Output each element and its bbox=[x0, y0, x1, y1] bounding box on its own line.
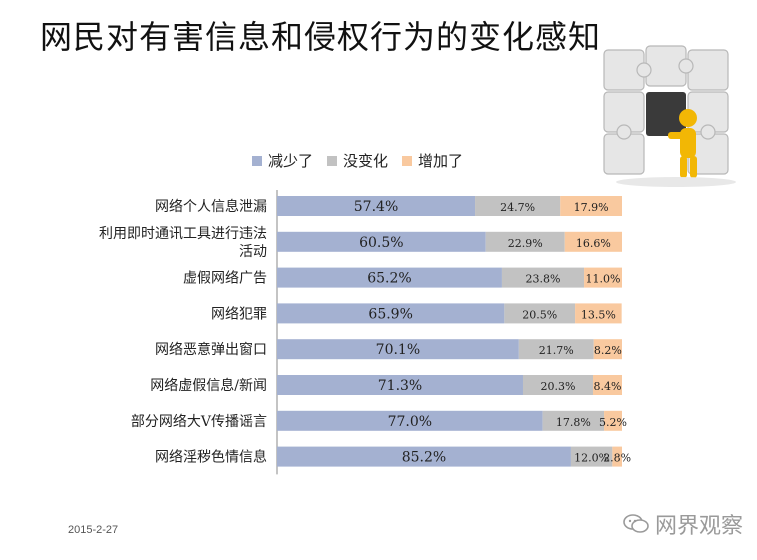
category-label: 虚假网络广告 bbox=[183, 271, 267, 287]
bar-segment-decreased bbox=[277, 375, 523, 395]
bar-segment-increased bbox=[593, 375, 622, 395]
data-label-increased: 16.6% bbox=[576, 237, 611, 250]
bar-segment-decreased bbox=[277, 267, 502, 288]
data-label-increased: 5.2% bbox=[599, 416, 627, 429]
data-label-increased: 13.5% bbox=[581, 308, 616, 321]
puzzle-figure-illustration bbox=[603, 45, 736, 187]
bar-segment-increased bbox=[593, 339, 622, 360]
category-label: 网络个人信息泄漏 bbox=[155, 198, 267, 215]
chat-bubbles-icon bbox=[623, 514, 649, 533]
bar-segment-decreased bbox=[277, 303, 505, 324]
legend-swatch-increased bbox=[402, 155, 413, 166]
category-label: 利用即时通讯工具进行违法活动 bbox=[99, 226, 267, 260]
category-label: 网络虚假信息/新闻 bbox=[150, 377, 267, 394]
bar-segment-decreased bbox=[277, 339, 519, 360]
bar-segment-decreased bbox=[277, 410, 543, 431]
bar-segment-unchanged bbox=[485, 231, 565, 252]
data-label-unchanged: 21.7% bbox=[539, 344, 574, 357]
bar-segment-decreased bbox=[277, 446, 571, 467]
legend-item-unchanged: 没变化 bbox=[327, 150, 388, 171]
bar-segment-decreased bbox=[277, 231, 486, 252]
bar-segment-increased bbox=[560, 196, 622, 216]
category-label: 网络犯罪 bbox=[211, 306, 267, 322]
data-label-decreased: 70.1% bbox=[376, 342, 420, 358]
data-label-increased: 2.8% bbox=[603, 452, 631, 465]
data-label-decreased: 57.4% bbox=[354, 199, 398, 215]
bar-segment-increased bbox=[612, 446, 622, 467]
data-label-unchanged: 22.9% bbox=[508, 237, 543, 250]
page-title: 网民对有害信息和侵权行为的变化感知 bbox=[40, 18, 602, 56]
chart-legend: 减少了 没变化 增加了 bbox=[252, 150, 463, 171]
legend-item-increased: 增加了 bbox=[402, 150, 463, 171]
data-label-decreased: 71.3% bbox=[378, 378, 422, 394]
data-label-decreased: 60.5% bbox=[359, 235, 403, 251]
bar-segment-unchanged bbox=[570, 446, 613, 467]
bar-segment-decreased bbox=[277, 196, 476, 216]
bar-segment-unchanged bbox=[542, 410, 605, 431]
data-label-unchanged: 12.0% bbox=[574, 452, 609, 465]
data-label-increased: 8.2% bbox=[594, 344, 622, 357]
watermark: 网界观察 bbox=[623, 508, 743, 540]
bar-segment-increased bbox=[575, 303, 622, 324]
legend-swatch-unchanged bbox=[327, 155, 338, 166]
data-label-decreased: 65.2% bbox=[367, 271, 411, 287]
legend-label-decreased: 减少了 bbox=[268, 152, 314, 170]
category-label: 部分网络大V传播谣言 bbox=[131, 414, 267, 430]
data-label-decreased: 85.2% bbox=[402, 450, 446, 466]
bar-segment-increased bbox=[584, 267, 622, 288]
data-label-increased: 8.4% bbox=[594, 380, 622, 393]
bar-segment-increased bbox=[604, 410, 622, 431]
bar-segment-unchanged bbox=[475, 196, 561, 216]
legend-label-increased: 增加了 bbox=[418, 152, 464, 170]
bar-segment-unchanged bbox=[522, 375, 594, 395]
data-label-increased: 17.9% bbox=[574, 201, 609, 214]
legend-item-decreased: 减少了 bbox=[252, 150, 313, 171]
category-label: 网络恶意弹出窗口 bbox=[155, 341, 267, 358]
bar-segment-unchanged bbox=[504, 303, 576, 324]
data-label-decreased: 65.9% bbox=[368, 306, 412, 322]
data-label-unchanged: 24.7% bbox=[500, 201, 535, 214]
bar-segment-increased bbox=[564, 231, 622, 252]
data-label-unchanged: 20.3% bbox=[541, 380, 576, 393]
data-label-decreased: 77.0% bbox=[388, 414, 432, 430]
category-label: 网络淫秽色情信息 bbox=[155, 449, 267, 466]
data-label-unchanged: 17.8% bbox=[556, 416, 591, 429]
data-label-unchanged: 20.5% bbox=[522, 308, 557, 321]
bar-segment-unchanged bbox=[501, 267, 585, 288]
watermark-text: 网界观察 bbox=[654, 514, 743, 539]
data-label-unchanged: 23.8% bbox=[526, 273, 561, 286]
slide-date: 2015-2-27 bbox=[68, 524, 119, 536]
data-label-increased: 11.0% bbox=[586, 273, 621, 286]
legend-swatch-decreased bbox=[252, 155, 262, 166]
bar-segment-unchanged bbox=[518, 339, 594, 360]
legend-label-unchanged: 没变化 bbox=[343, 152, 389, 170]
